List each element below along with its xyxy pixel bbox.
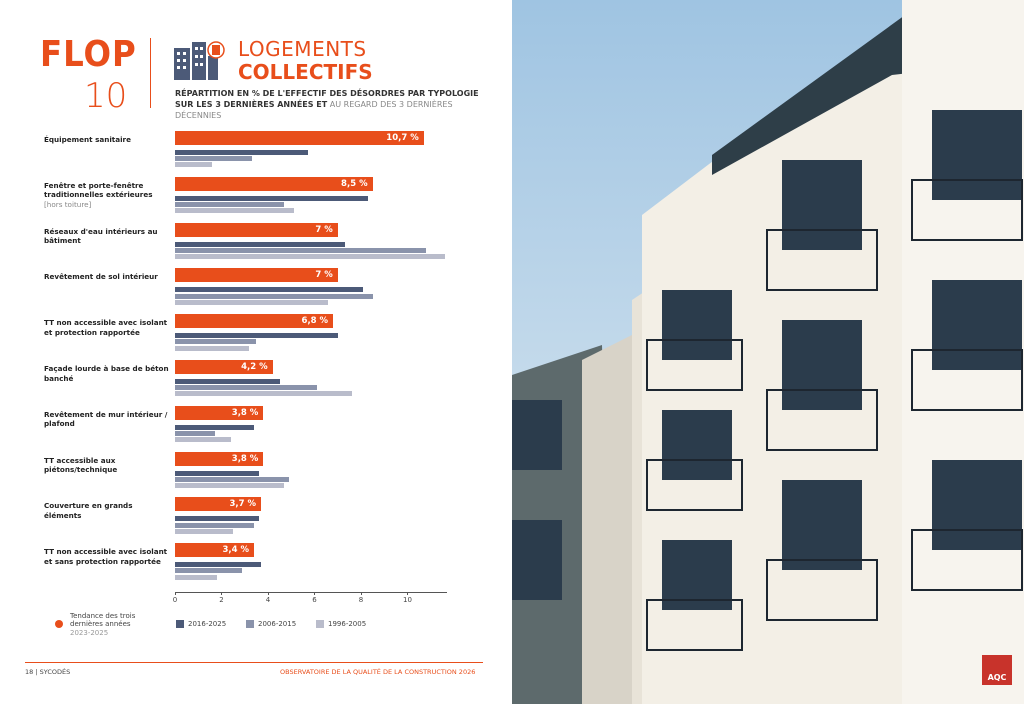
bar [175, 299, 329, 305]
bar [175, 162, 213, 168]
title-light: LOGEMENTS [238, 37, 367, 61]
category-label: Fenêtre et porte-fenêtre traditionnelles… [44, 181, 172, 210]
legend-label: 2016-2025 [188, 620, 227, 628]
x-tick-label: 0 [172, 596, 178, 604]
legend-label: 2006-2015 [258, 620, 297, 628]
x-tick [175, 592, 176, 595]
bar [175, 254, 445, 259]
flop-number: 10 [84, 76, 128, 116]
x-tick-label: 4 [265, 596, 271, 604]
footer-left: 18 | SYCODÉS [25, 668, 71, 676]
bar [175, 562, 262, 568]
legend-period: 2023-2025 [70, 629, 109, 637]
divider [150, 38, 151, 108]
bar [175, 345, 250, 351]
bar [175, 574, 217, 580]
bar: 8,5 % [175, 176, 373, 191]
x-axis [175, 592, 447, 593]
bar [175, 476, 289, 482]
bar [175, 333, 338, 339]
flop: FLOP [40, 34, 137, 75]
building-icon [174, 41, 225, 80]
bar [175, 195, 368, 201]
logo: AQC [988, 673, 1007, 682]
bar: 3,4 % [175, 543, 255, 558]
bar: 3,8 % [175, 405, 264, 420]
bar [175, 431, 215, 436]
bar [175, 470, 259, 476]
bar [175, 391, 352, 397]
bar [175, 516, 259, 522]
footer-right: OBSERVATOIRE DE LA QUALITÉ DE LA CONSTRU… [280, 668, 476, 676]
subtitle: RÉPARTITION EN % DE L'EFFECTIF DES DÉSOR… [175, 88, 490, 121]
bar [175, 208, 294, 214]
title-bold: COLLECTIFS [238, 60, 373, 84]
bar: 7 % [175, 222, 338, 237]
bar [175, 241, 345, 247]
bar: 7 % [175, 268, 338, 283]
category-label: Revêtement de sol intérieur [44, 272, 158, 282]
bar [175, 437, 231, 443]
bar [175, 287, 364, 293]
legend-marker [316, 620, 324, 628]
legend-label: Tendance des trois dernières années [70, 612, 136, 628]
x-tick-label: 2 [219, 596, 224, 604]
category-label: Revêtement de mur intérieur / plafond [44, 409, 168, 429]
x-tick [407, 592, 409, 595]
legend-label: 1996-2005 [328, 620, 367, 628]
bar: 3,7 % [175, 497, 262, 512]
category-label: TT non accessible avec isolant et sans p… [44, 547, 168, 566]
bar [175, 522, 255, 528]
category-label: Façade lourde à base de béton banché [44, 364, 169, 383]
x-tick-label: 8 [358, 596, 364, 604]
legend-marker [176, 620, 184, 628]
bar [175, 385, 317, 391]
bar [175, 339, 257, 345]
bar [175, 156, 252, 162]
photo: AQC [512, 0, 1024, 704]
category-note: [hors toiture] [44, 199, 92, 209]
legend-marker [55, 620, 63, 628]
bar [175, 379, 280, 384]
bar: 10,7 % [175, 131, 424, 145]
legend-marker [246, 620, 254, 628]
bar [175, 424, 255, 430]
x-tick-label: 6 [312, 596, 317, 604]
chart: 0 2 4 6 8 10 Équipement sanitaire 10,7 % Fenêtre… [44, 131, 445, 637]
bar: 6,8 % [175, 314, 334, 329]
bar [175, 568, 243, 574]
bar [175, 528, 234, 534]
bar [175, 150, 308, 155]
subtitle-light: AU REGARD DES 3 DERNIÈRES DÉCENNIES [175, 100, 453, 120]
category-label: Réseaux d'eau intérieurs au bâtiment [44, 226, 158, 246]
x-tick [267, 592, 269, 595]
subtitle-bold: RÉPARTITION EN % DE L'EFFECTIF DES DÉSOR… [175, 89, 479, 109]
bar [175, 247, 427, 253]
bar [175, 293, 373, 299]
x-tick [314, 592, 316, 595]
category-label: Équipement sanitaire [44, 135, 131, 144]
x-tick-label: 10 [403, 596, 412, 604]
bar [175, 202, 285, 207]
x-tick [360, 592, 362, 595]
category-label: TT non accessible avec isolant et protec… [44, 318, 168, 337]
footer-line [25, 662, 483, 663]
category-label: Couverture en grands éléments [44, 501, 133, 520]
category-label: TT accessible aux piétons/technique [44, 455, 118, 475]
bar [175, 483, 285, 488]
bar: 4,2 % [175, 360, 273, 374]
x-tick [221, 592, 223, 595]
bar: 3,8 % [175, 451, 264, 466]
